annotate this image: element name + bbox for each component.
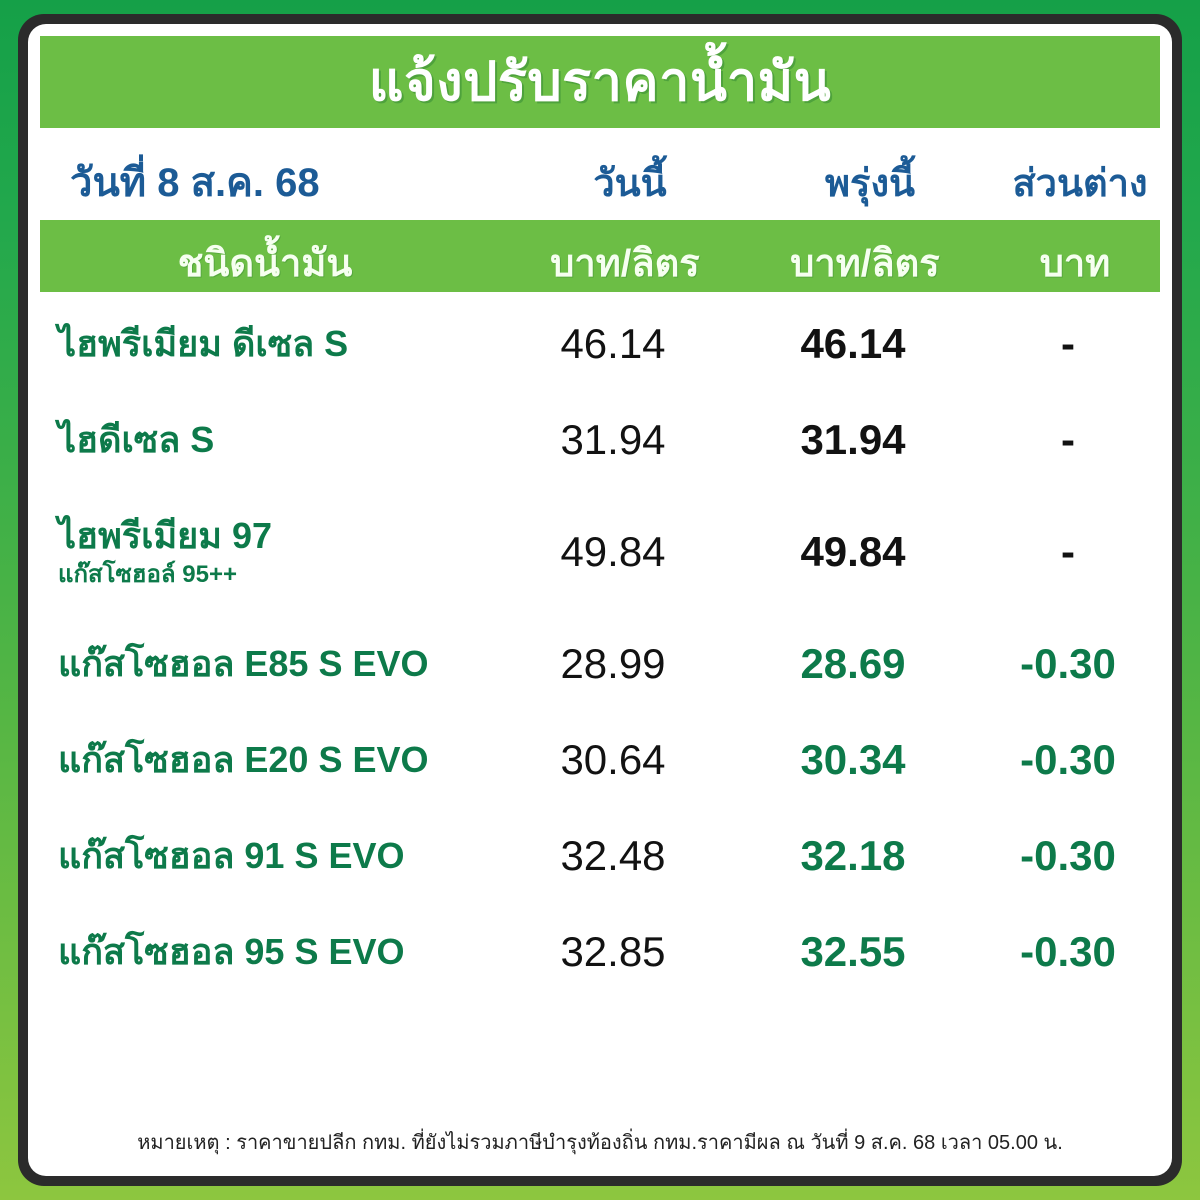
fuel-name-label: แก๊สโซฮอล 91 S EVO — [58, 835, 405, 877]
price-difference: - — [1061, 528, 1075, 575]
fuel-name-cell: แก๊สโซฮอล E85 S EVO — [58, 645, 508, 683]
title-banner: แจ้งปรับราคาน้ำมัน — [40, 36, 1160, 128]
price-difference: -0.30 — [1020, 736, 1116, 783]
price-today: 30.64 — [560, 736, 666, 783]
table-row: แก๊สโซฮอล E85 S EVO 28.99 28.69 -0.30 — [40, 616, 1160, 712]
table-row: แก๊สโซฮอล 91 S EVO 32.48 32.18 -0.30 — [40, 808, 1160, 904]
price-today: 49.84 — [560, 528, 666, 575]
table-row: แก๊สโซฮอล E20 S EVO 30.64 30.34 -0.30 — [40, 712, 1160, 808]
fuel-name-cell: แก๊สโซฮอล E20 S EVO — [58, 741, 508, 779]
column-header-today: วันนี้ — [593, 163, 667, 205]
fuel-name-cell: ไฮดีเซล S — [58, 421, 508, 459]
fuel-name-label: แก๊สโซฮอล E85 S EVO — [58, 643, 429, 685]
fuel-name-label: แก๊สโซฮอล 95 S EVO — [58, 931, 405, 973]
date-label: วันที่ 8 ส.ค. 68 — [70, 161, 320, 205]
fuel-name-cell: แก๊สโซฮอล 91 S EVO — [58, 837, 508, 875]
fuel-name-sublabel: แก๊สโซฮอล์ 95++ — [58, 560, 237, 588]
price-difference: -0.30 — [1020, 640, 1116, 687]
price-tomorrow: 32.55 — [800, 928, 906, 975]
price-card: แจ้งปรับราคาน้ำมัน วันที่ 8 ส.ค. 68 วันน… — [28, 24, 1172, 1176]
price-tomorrow: 46.14 — [800, 320, 906, 367]
fuel-name-label: ไฮพรีเมียม 97 — [58, 515, 273, 557]
table-row: ไฮพรีเมียม ดีเซล S 46.14 46.14 - — [40, 296, 1160, 392]
price-tomorrow: 30.34 — [800, 736, 906, 783]
price-difference: -0.30 — [1020, 832, 1116, 879]
table-row: ไฮดีเซล S 31.94 31.94 - — [40, 392, 1160, 488]
unit-header-tomorrow-unit: บาท/ลิตร — [790, 243, 940, 285]
table-row: แก๊สโซฮอล 95 S EVO 32.85 32.55 -0.30 — [40, 904, 1160, 1000]
price-today: 31.94 — [560, 416, 666, 463]
price-difference: - — [1061, 320, 1075, 367]
price-difference: - — [1061, 416, 1075, 463]
price-today: 32.48 — [560, 832, 666, 879]
price-tomorrow: 31.94 — [800, 416, 906, 463]
price-today: 46.14 — [560, 320, 666, 367]
subheader: วันที่ 8 ส.ค. 68 วันนี้ พรุ่งนี้ ส่วนต่า… — [40, 134, 1160, 218]
price-today: 32.85 — [560, 928, 666, 975]
price-tomorrow: 32.18 — [800, 832, 906, 879]
page-title: แจ้งปรับราคาน้ำมัน — [368, 52, 832, 112]
column-header-difference: ส่วนต่าง — [1012, 163, 1148, 205]
column-header-tomorrow: พรุ่งนี้ — [825, 163, 915, 205]
fuel-name-cell: ไฮพรีเมียม ดีเซล S — [58, 325, 508, 363]
fuel-name-cell: ไฮพรีเมียม 97 แก๊สโซฮอล์ 95++ — [58, 517, 508, 587]
unit-header-row: ชนิดน้ำมัน บาท/ลิตร บาท/ลิตร บาท — [40, 220, 1160, 292]
fuel-name-label: ไฮดีเซล S — [58, 419, 215, 461]
unit-header-fuel-type: ชนิดน้ำมัน — [177, 243, 353, 285]
fuel-name-cell: แก๊สโซฮอล 95 S EVO — [58, 933, 508, 971]
fuel-name-label: แก๊สโซฮอล E20 S EVO — [58, 739, 429, 781]
price-table-body: ไฮพรีเมียม ดีเซล S 46.14 46.14 - ไฮดีเซล S 31… — [40, 296, 1160, 1090]
price-tomorrow: 28.69 — [800, 640, 906, 687]
table-row: ไฮพรีเมียม 97 แก๊สโซฮอล์ 95++ 49.84 49.84 - — [40, 488, 1160, 616]
price-today: 28.99 — [560, 640, 666, 687]
footnote: หมายเหตุ : ราคาขายปลีก กทม. ที่ยังไม่รวม… — [137, 1132, 1063, 1154]
price-difference: -0.30 — [1020, 928, 1116, 975]
price-tomorrow: 49.84 — [800, 528, 906, 575]
unit-header-today-unit: บาท/ลิตร — [550, 243, 700, 285]
fuel-name-label: ไฮพรีเมียม ดีเซล S — [58, 323, 349, 365]
unit-header-diff-unit: บาท — [1039, 243, 1111, 285]
